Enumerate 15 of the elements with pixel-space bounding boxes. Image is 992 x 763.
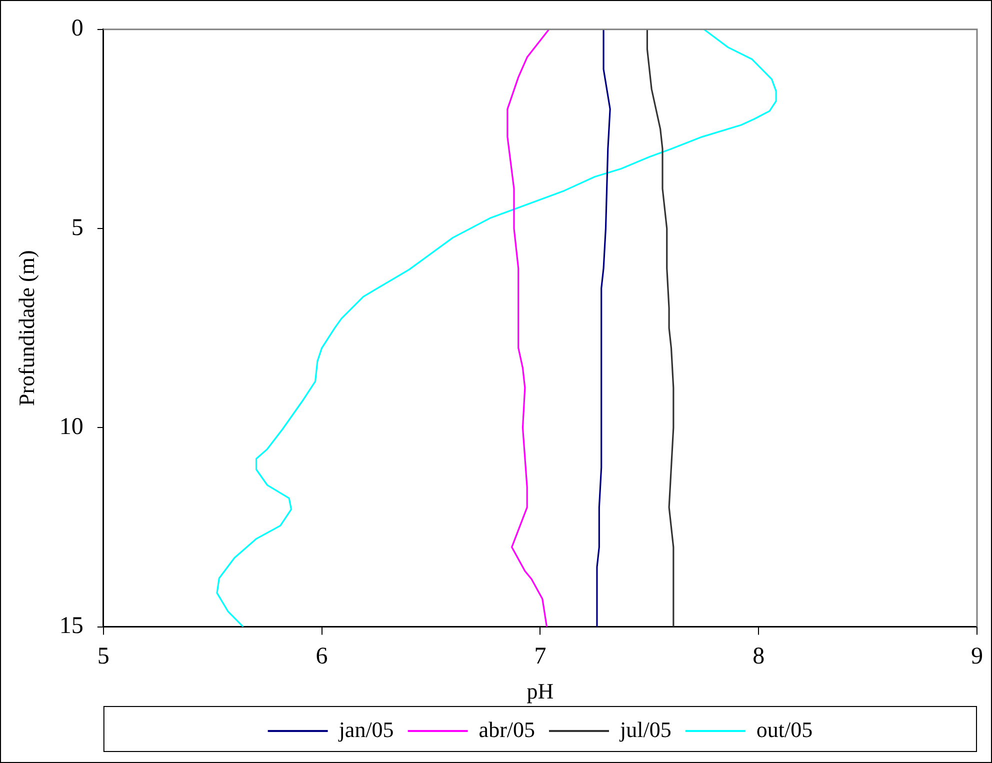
x-tick-label: 6 bbox=[316, 643, 328, 670]
y-tick-label: 0 bbox=[71, 16, 84, 42]
x-tick-label: 9 bbox=[971, 643, 983, 670]
x-tick-label: 8 bbox=[752, 643, 765, 670]
y-tick-label: 5 bbox=[71, 214, 84, 241]
legend-label: jan/05 bbox=[338, 716, 394, 742]
legend-label: out/05 bbox=[756, 716, 813, 742]
x-axis-title: pH bbox=[526, 678, 554, 704]
legend-label: jul/05 bbox=[619, 716, 672, 742]
x-tick-label: 5 bbox=[97, 643, 110, 670]
y-axis-title: Profundidade (m) bbox=[14, 250, 39, 406]
legend-label: abr/05 bbox=[478, 716, 536, 742]
y-tick-label: 10 bbox=[59, 414, 84, 440]
y-tick-label: 15 bbox=[59, 613, 84, 640]
x-tick-label: 7 bbox=[534, 643, 546, 670]
